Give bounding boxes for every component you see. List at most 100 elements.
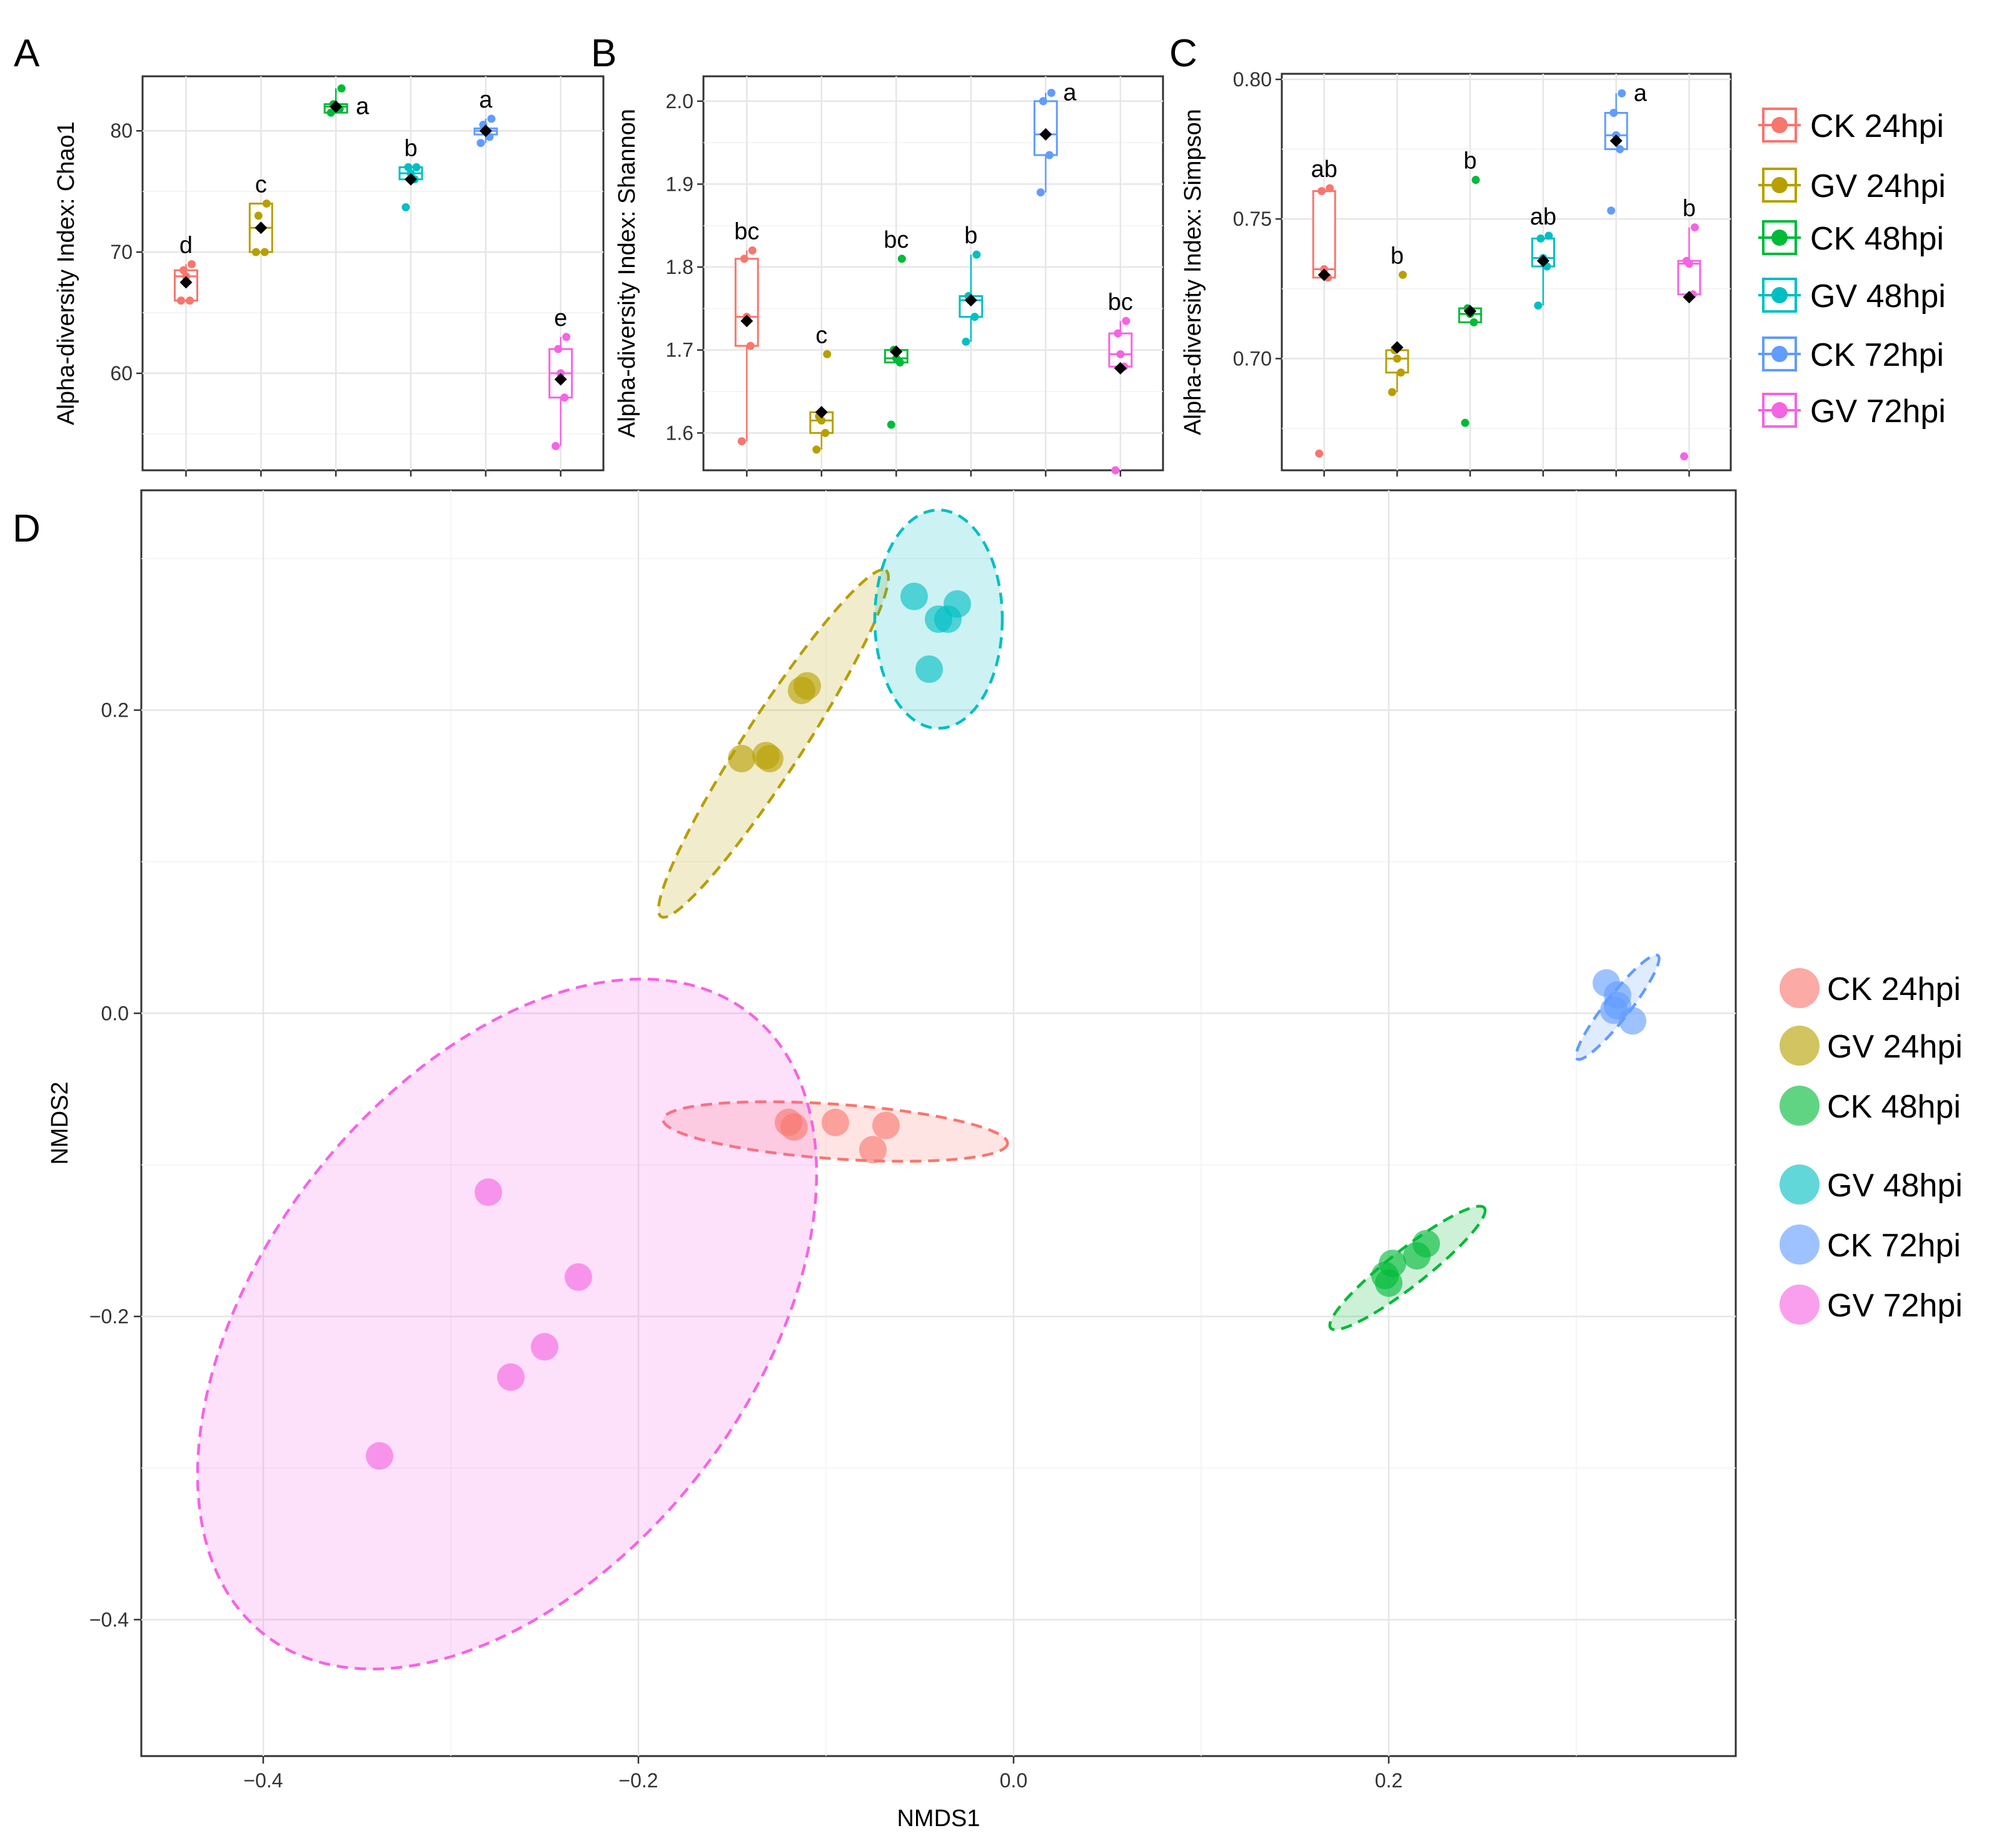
significance-letter: ab: [1311, 156, 1337, 183]
significance-letter: a: [1063, 80, 1077, 106]
chao1-boxplot-panel: 60 70 80 Alpha-diversity Index: Chao1 d c a b a e: [53, 75, 605, 477]
data-point: [1387, 388, 1396, 396]
legend-item-gv-48hpi: GV 48hpi: [1758, 278, 1946, 315]
box-ck-72hpi: a: [1604, 80, 1648, 215]
legend-label: CK 72hpi: [1810, 337, 1944, 373]
data-point: [970, 313, 979, 321]
y-axis-title: NMDS2: [47, 1081, 73, 1164]
mean-marker: [405, 173, 418, 186]
y-tick-label: 1.8: [666, 256, 693, 278]
scatter-point-gv-48hpi: [934, 605, 962, 634]
y-tick-label: 2.0: [666, 90, 693, 113]
legend-item-gv-72hpi: GV 72hpi: [1758, 393, 1946, 430]
legend-item-ck-72hpi: CK 72hpi: [1780, 1224, 1961, 1265]
y-axis-title: Alpha-diversity Index: Simpson: [1180, 109, 1206, 435]
scatter-point-gv-72hpi: [531, 1333, 558, 1361]
nmds-scatter-panel: −0.4 −0.2 0.0 0.2 −0.4 −0.2 0.0 0.2 NMDS1 NMDS2: [47, 489, 1737, 1832]
data-point: [1607, 206, 1616, 215]
legend-label: CK 72hpi: [1827, 1228, 1961, 1264]
x-tick-label: 0.2: [1375, 1769, 1402, 1792]
legend-key-dot: [1771, 402, 1788, 418]
box-gv-72hpi: bc: [1108, 289, 1133, 475]
legend-label: GV 48hpi: [1827, 1168, 1963, 1204]
mean-marker: [1464, 305, 1477, 318]
data-point: [554, 345, 563, 353]
significance-letter: b: [1683, 196, 1696, 222]
legend-key-circle: [1780, 1224, 1820, 1265]
data-point: [179, 266, 188, 275]
significance-letter: bc: [884, 227, 909, 253]
box-ck-24hpi: d: [174, 232, 198, 305]
data-point: [1317, 187, 1326, 196]
legend-item-ck-24hpi: CK 24hpi: [1758, 108, 1944, 144]
y-tick-label: −0.4: [89, 1608, 129, 1631]
mean-marker: [179, 276, 193, 289]
legend-item-ck-48hpi: CK 48hpi: [1780, 1086, 1961, 1126]
mean-marker: [740, 315, 753, 328]
data-point: [476, 139, 485, 148]
data-point: [262, 199, 271, 208]
data-point: [1315, 449, 1324, 458]
panel-letter-a: A: [14, 32, 40, 75]
box-body: [1108, 332, 1133, 368]
data-point: [177, 296, 186, 305]
box-gv-24hpi: b: [1385, 243, 1409, 396]
legend-key-circle: [1780, 1164, 1820, 1204]
mean-marker: [1114, 361, 1127, 375]
data-point: [972, 250, 981, 259]
data-point: [1116, 350, 1125, 358]
scatter-point-ck-24hpi: [872, 1111, 900, 1139]
legend-item-gv-72hpi: GV 72hpi: [1780, 1285, 1963, 1325]
y-tick-label: 0.0: [101, 1002, 129, 1024]
box-ck-72hpi: a: [473, 87, 498, 148]
mean-marker: [554, 373, 567, 386]
data-point: [746, 341, 755, 350]
y-tick-label: 0.70: [1233, 347, 1272, 370]
x-tick-label: −0.4: [243, 1769, 283, 1792]
box-gv-48hpi: b: [398, 135, 423, 211]
significance-letter: b: [1464, 148, 1477, 174]
mean-marker: [1536, 255, 1549, 268]
legend-item-ck-24hpi: CK 24hpi: [1780, 968, 1961, 1008]
y-tick-label: 1.7: [666, 339, 693, 361]
data-point: [1326, 184, 1334, 193]
legend-item-ck-48hpi: CK 48hpi: [1758, 220, 1944, 257]
legend-item-gv-48hpi: GV 48hpi: [1780, 1164, 1963, 1204]
data-point: [1398, 270, 1407, 279]
data-point: [1469, 318, 1478, 326]
data-point: [404, 163, 413, 171]
legend-label: GV 72hpi: [1827, 1288, 1963, 1324]
y-tick-label: 80: [110, 119, 133, 142]
data-point: [551, 442, 560, 450]
scatter-point-ck-48hpi: [1403, 1242, 1431, 1270]
y-tick-label: 1.9: [666, 173, 693, 195]
data-point: [412, 163, 421, 171]
confidence-ellipse-gv-24hpi: [657, 568, 890, 919]
scatter-point-gv-24hpi: [756, 745, 783, 773]
data-point: [562, 333, 571, 341]
scatter-point-gv-48hpi: [915, 655, 943, 684]
legend-key-circle: [1780, 968, 1820, 1008]
scatter-point-ck-24hpi: [822, 1108, 849, 1136]
mean-marker: [964, 294, 977, 307]
data-point: [1396, 368, 1405, 377]
significance-letter: a: [1634, 80, 1648, 106]
legend-label: CK 48hpi: [1827, 1089, 1961, 1125]
data-point: [326, 108, 335, 117]
data-point: [260, 248, 269, 256]
scatter-point-gv-72hpi: [366, 1442, 393, 1470]
mean-marker: [1039, 128, 1052, 141]
data-point: [1036, 188, 1045, 197]
data-point: [1039, 97, 1047, 106]
x-axis-title: NMDS1: [897, 1805, 980, 1832]
mean-marker: [1683, 291, 1696, 304]
significance-letter: c: [255, 172, 267, 198]
legend-label: CK 24hpi: [1810, 108, 1944, 144]
box-ck-72hpi: a: [1033, 80, 1077, 197]
panel-frame: [140, 489, 1737, 1757]
legend-item-ck-72hpi: CK 72hpi: [1758, 336, 1944, 373]
data-point: [188, 260, 196, 268]
data-point: [748, 246, 757, 255]
data-point: [254, 211, 263, 220]
scatter-point-ck-72hpi: [1604, 992, 1631, 1020]
